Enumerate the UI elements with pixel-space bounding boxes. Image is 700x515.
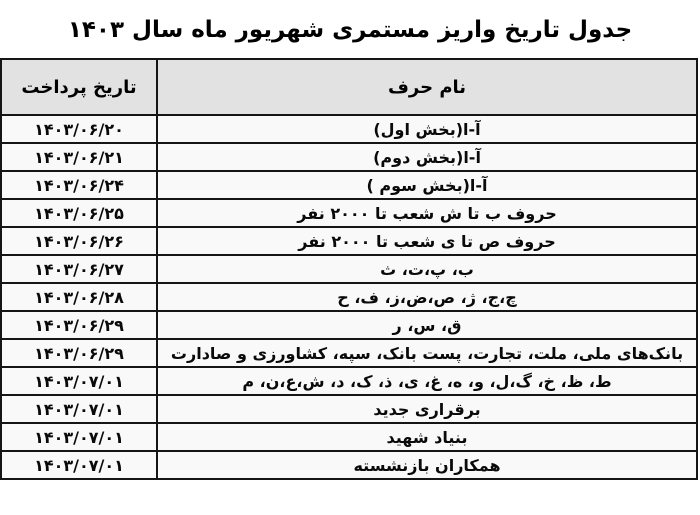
letter-name-cell: همکاران بازنشسته bbox=[156, 450, 698, 480]
payment-date-cell: ۱۴۰۳/۰۷/۰۱ bbox=[0, 366, 158, 396]
table-row: بانک‌های ملی، ملت، تجارت، پست بانک، سپه،… bbox=[0, 338, 698, 368]
letter-name-cell: حروف ب تا ش شعب تا ۲۰۰۰ نفر bbox=[156, 198, 698, 228]
letter-name-cell: آ-ا(بخش اول) bbox=[156, 114, 698, 144]
payment-date-cell: ۱۴۰۳/۰۶/۲۱ bbox=[0, 142, 158, 172]
table-row: همکاران بازنشسته ۱۴۰۳/۰۷/۰۱ bbox=[0, 450, 698, 480]
table-row: برقراری جدید ۱۴۰۳/۰۷/۰۱ bbox=[0, 394, 698, 424]
table-row: ب، پ،ت، ث ۱۴۰۳/۰۶/۲۷ bbox=[0, 254, 698, 284]
letter-name-cell: برقراری جدید bbox=[156, 394, 698, 424]
table-row: حروف ب تا ش شعب تا ۲۰۰۰ نفر ۱۴۰۳/۰۶/۲۵ bbox=[0, 198, 698, 228]
table-row: آ-ا(بخش اول) ۱۴۰۳/۰۶/۲۰ bbox=[0, 114, 698, 144]
table-row: ط، ظ، خ، گ،ل، و، ه، غ، ی، ذ، ک، د، ش،ع،ن… bbox=[0, 366, 698, 396]
payment-schedule-table: نام حرف تاریخ پرداخت آ-ا(بخش اول) ۱۴۰۳/۰… bbox=[0, 58, 698, 480]
payment-date-cell: ۱۴۰۳/۰۶/۲۸ bbox=[0, 282, 158, 312]
payment-date-cell: ۱۴۰۳/۰۷/۰۱ bbox=[0, 422, 158, 452]
page-title: جدول تاریخ واریز مستمری شهریور ماه سال ۱… bbox=[67, 17, 633, 43]
letter-name-cell: آ-ا(بخش دوم) bbox=[156, 142, 698, 172]
letter-name-cell: بانک‌های ملی، ملت، تجارت، پست بانک، سپه،… bbox=[156, 338, 698, 368]
letter-name-cell: ق، س، ر bbox=[156, 310, 698, 340]
table-row: ق، س، ر ۱۴۰۳/۰۶/۲۹ bbox=[0, 310, 698, 340]
table-header-row: نام حرف تاریخ پرداخت bbox=[0, 58, 698, 116]
title-bar: جدول تاریخ واریز مستمری شهریور ماه سال ۱… bbox=[0, 0, 700, 58]
payment-date-cell: ۱۴۰۳/۰۶/۲۰ bbox=[0, 114, 158, 144]
table-row: آ-ا(بخش سوم ) ۱۴۰۳/۰۶/۲۴ bbox=[0, 170, 698, 200]
payment-date-cell: ۱۴۰۳/۰۶/۲۵ bbox=[0, 198, 158, 228]
payment-date-cell: ۱۴۰۳/۰۷/۰۱ bbox=[0, 450, 158, 480]
letter-name-cell: ط، ظ، خ، گ،ل، و، ه، غ، ی، ذ، ک، د، ش،ع،ن… bbox=[156, 366, 698, 396]
table-row: حروف ص تا ی شعب تا ۲۰۰۰ نفر ۱۴۰۳/۰۶/۲۶ bbox=[0, 226, 698, 256]
payment-date-cell: ۱۴۰۳/۰۶/۲۹ bbox=[0, 310, 158, 340]
payment-date-cell: ۱۴۰۳/۰۷/۰۱ bbox=[0, 394, 158, 424]
name-column-header: نام حرف bbox=[156, 58, 698, 116]
letter-name-cell: بنیاد شهید bbox=[156, 422, 698, 452]
payment-date-cell: ۱۴۰۳/۰۶/۲۴ bbox=[0, 170, 158, 200]
payment-date-cell: ۱۴۰۳/۰۶/۲۶ bbox=[0, 226, 158, 256]
date-column-header: تاریخ پرداخت bbox=[0, 58, 158, 116]
letter-name-cell: حروف ص تا ی شعب تا ۲۰۰۰ نفر bbox=[156, 226, 698, 256]
letter-name-cell: چ،ج، ژ، ص،ض،ز، ف، ح bbox=[156, 282, 698, 312]
payment-date-cell: ۱۴۰۳/۰۶/۲۹ bbox=[0, 338, 158, 368]
table-row: آ-ا(بخش دوم) ۱۴۰۳/۰۶/۲۱ bbox=[0, 142, 698, 172]
payment-date-cell: ۱۴۰۳/۰۶/۲۷ bbox=[0, 254, 158, 284]
table-row: چ،ج، ژ، ص،ض،ز، ف، ح ۱۴۰۳/۰۶/۲۸ bbox=[0, 282, 698, 312]
letter-name-cell: آ-ا(بخش سوم ) bbox=[156, 170, 698, 200]
letter-name-cell: ب، پ،ت، ث bbox=[156, 254, 698, 284]
table-row: بنیاد شهید ۱۴۰۳/۰۷/۰۱ bbox=[0, 422, 698, 452]
